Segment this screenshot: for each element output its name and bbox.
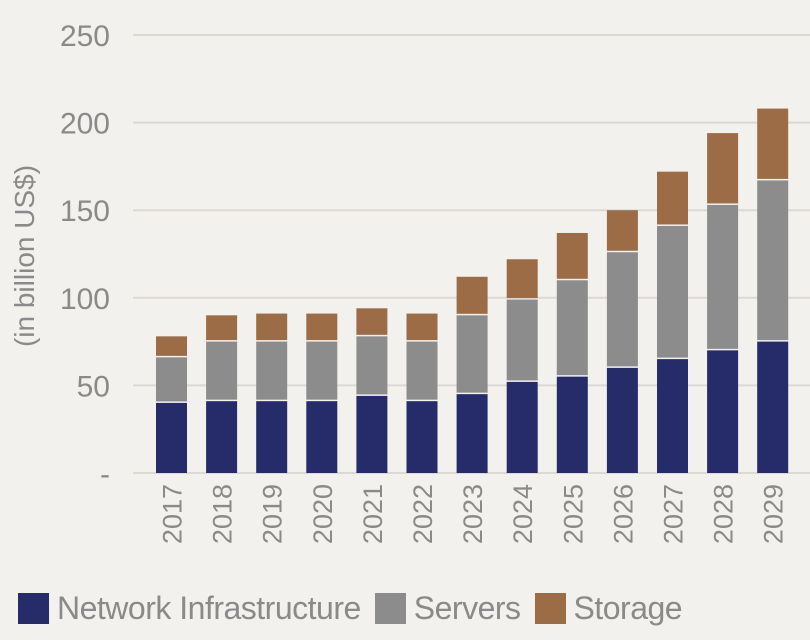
x-tick-label: 2024 [508, 484, 538, 544]
y-axis-label: (in billion US$) [9, 165, 40, 347]
bar-storage-2027 [657, 171, 688, 225]
bar-network-infrastructure-2026 [606, 367, 638, 473]
x-axis-ticks: 2017 2018 2019 2020 2021 2022 2023 2024 2025 2026… [158, 484, 789, 544]
bar-servers-2020 [306, 341, 338, 400]
bar-network-infrastructure-2018 [206, 401, 238, 473]
bar-servers-2022 [406, 341, 438, 400]
y-tick-label: - [100, 458, 110, 491]
legend-swatch [534, 593, 566, 624]
bar-network-infrastructure-2020 [306, 401, 338, 473]
x-tick-label: 2027 [659, 484, 689, 544]
legend-item-storage: Storage [534, 590, 683, 627]
legend-label: Servers [413, 590, 521, 626]
x-tick-label: 2028 [709, 484, 739, 544]
x-tick-label: 2019 [258, 484, 288, 544]
x-tick-label: 2020 [308, 484, 338, 544]
bar-network-infrastructure-2027 [657, 359, 688, 473]
y-tick-label: 200 [60, 108, 110, 141]
y-tick-label: 250 [60, 20, 110, 53]
bar-network-infrastructure-2029 [757, 341, 789, 473]
bar-servers-2021 [356, 336, 388, 395]
bar-storage-2017 [156, 336, 187, 356]
bar-network-infrastructure-2019 [256, 401, 288, 473]
y-axis-ticks: - 50 100 150 200 250 [60, 20, 110, 491]
y-tick-label: 50 [77, 370, 110, 403]
bar-servers-2028 [707, 204, 739, 349]
bar-storage-2025 [556, 232, 588, 279]
legend-label: Network Infrastructure [57, 590, 361, 626]
legend-label: Storage [573, 590, 683, 626]
y-tick-label: 150 [60, 195, 110, 228]
bar-network-infrastructure-2023 [456, 394, 488, 473]
bar-servers-2023 [456, 315, 488, 393]
bar-storage-2020 [306, 313, 338, 341]
bar-storage-2028 [707, 133, 739, 204]
bar-storage-2019 [256, 313, 288, 341]
bar-network-infrastructure-2022 [406, 401, 438, 473]
x-tick-label: 2029 [759, 484, 789, 544]
x-tick-label: 2022 [408, 484, 438, 544]
bar-network-infrastructure-2017 [156, 402, 187, 473]
x-tick-label: 2025 [558, 484, 588, 544]
bar-storage-2022 [406, 313, 438, 341]
y-tick-label: 100 [60, 283, 110, 316]
x-tick-label: 2026 [608, 484, 638, 544]
bars [156, 108, 789, 473]
legend-swatch [374, 593, 406, 624]
bar-network-infrastructure-2024 [506, 381, 538, 473]
bar-network-infrastructure-2028 [707, 350, 739, 473]
bar-servers-2017 [156, 357, 187, 402]
legend-item-servers: Servers [374, 590, 521, 627]
bar-storage-2026 [606, 210, 638, 251]
bar-servers-2018 [206, 341, 238, 400]
x-tick-label: 2023 [458, 484, 488, 544]
bar-servers-2025 [556, 280, 588, 376]
bar-servers-2026 [606, 252, 638, 367]
bar-servers-2029 [757, 180, 789, 341]
bar-servers-2024 [506, 299, 538, 381]
bar-storage-2024 [506, 259, 538, 299]
bar-network-infrastructure-2025 [556, 376, 588, 473]
bar-storage-2021 [356, 308, 388, 335]
x-tick-label: 2018 [208, 484, 238, 544]
x-tick-label: 2021 [358, 484, 388, 544]
bar-network-infrastructure-2021 [356, 395, 388, 473]
bar-storage-2018 [206, 315, 238, 341]
x-tick-label: 2017 [158, 484, 188, 544]
bar-storage-2023 [456, 276, 488, 314]
bar-servers-2019 [256, 341, 288, 400]
bar-storage-2029 [757, 108, 789, 179]
legend-swatch [18, 593, 49, 624]
legend-item-network-infrastructure: Network Infrastructure [18, 590, 361, 627]
legend: Network Infrastructure Servers Storage [18, 590, 696, 627]
bar-servers-2027 [657, 225, 688, 358]
